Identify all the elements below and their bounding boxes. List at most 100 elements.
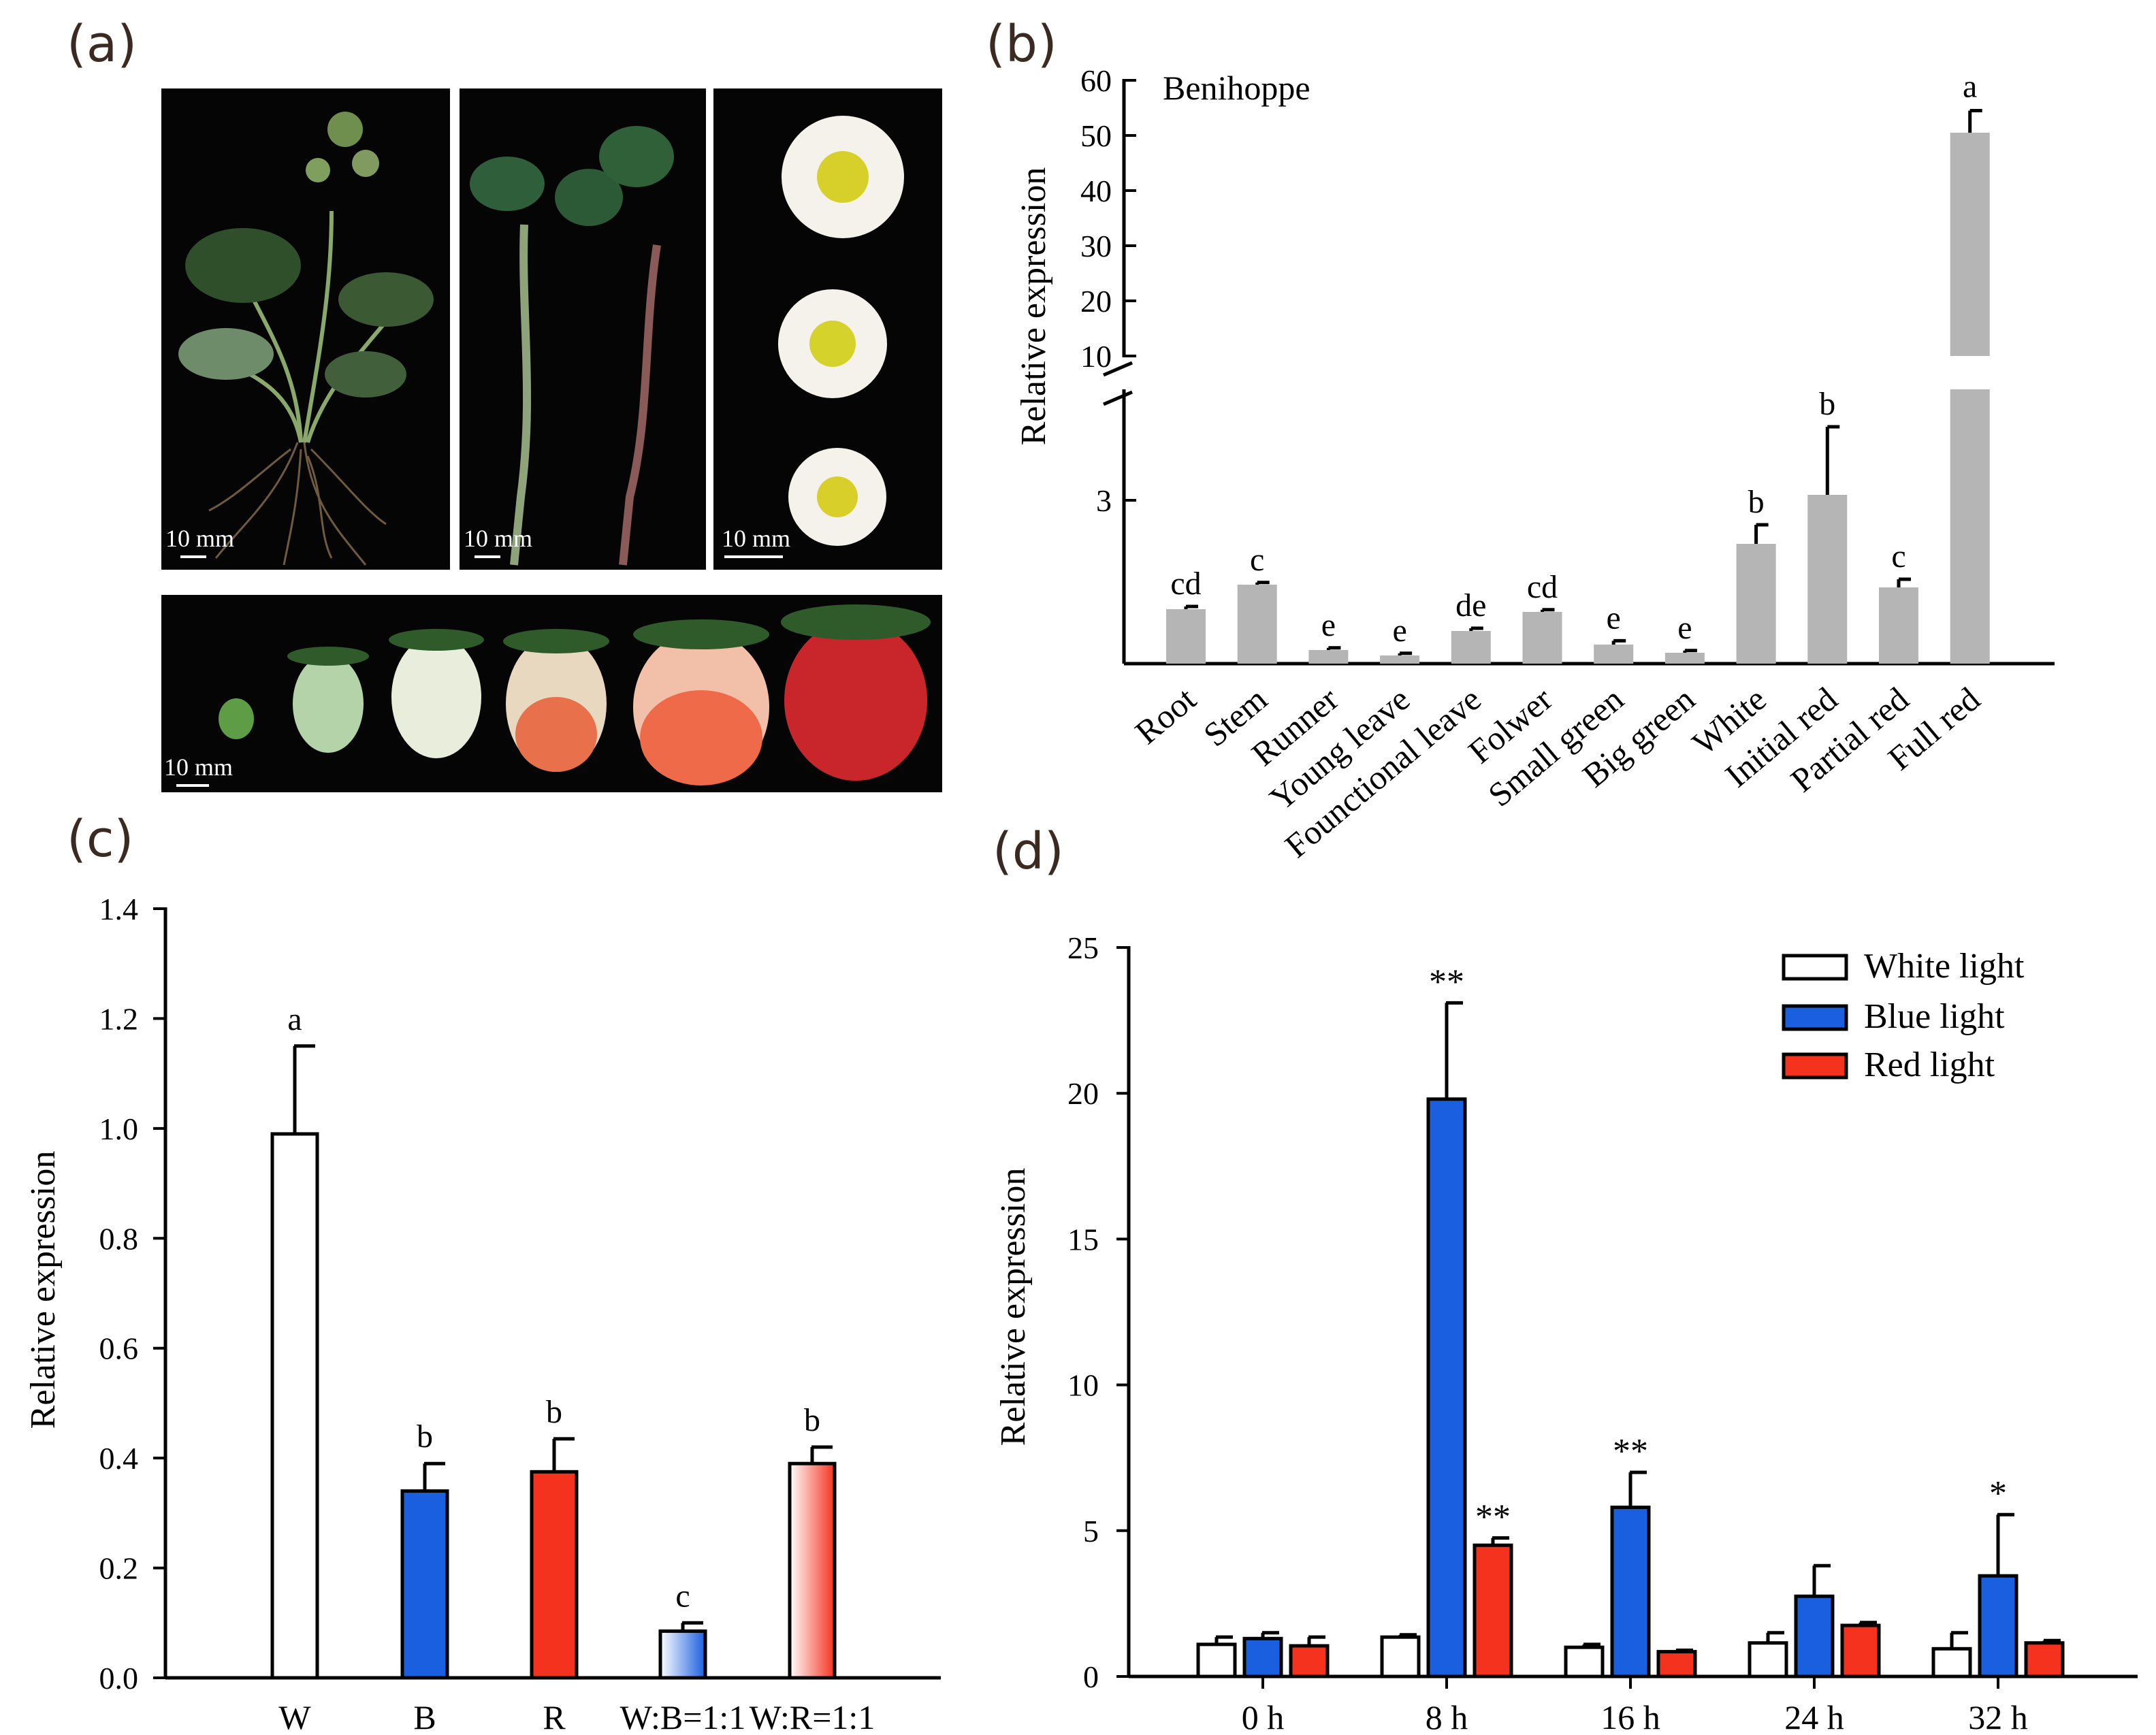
bar [1242,1636,1283,1679]
x-tick-label: 24 h [1784,1698,1844,1735]
y-tick-label: 25 [1067,930,1099,965]
y-axis-label: Relative expression [24,1151,63,1429]
bar [1237,585,1277,664]
scale-label: 10 mm [464,525,533,552]
significance-label: b [546,1394,562,1430]
bar [1978,1574,2018,1679]
axis-break-mark [1103,361,1133,377]
bar [1380,655,1420,664]
y-tick-label: 0.2 [99,1551,139,1586]
legend-label: Red light [1864,1045,1995,1084]
legend-swatch [1782,1052,1848,1080]
significance-label: b [1748,484,1765,520]
y-tick-label: 3 [1096,483,1112,518]
bar [1748,1641,1788,1679]
bar [1426,1097,1467,1679]
x-tick-label: B [413,1698,436,1735]
significance-label: b [417,1418,433,1455]
x-tick-label: W [278,1698,311,1735]
chart-b: 10 20 30 40 50 60 3 Relative expression Benihopp… [1014,63,2055,865]
bar [1794,1594,1835,1679]
y-tick-label: 0.0 [99,1661,139,1696]
y-axis-label: Relative expression [1014,167,1053,446]
y-tick-label: 5 [1083,1514,1099,1548]
bar [1522,612,1562,664]
scale-bar [474,555,500,558]
significance-label: cd [1170,566,1201,602]
y-tick-label: 1.0 [99,1112,139,1146]
significance-label: a [287,1001,302,1037]
fruit-stages-photo: 10 mm [161,595,942,792]
x-tick-label: 8 h [1426,1698,1468,1735]
significance-label: cd [1527,569,1558,605]
bar [1289,1644,1330,1679]
y-tick-label: 30 [1080,229,1112,263]
y-tick-label: 0.4 [99,1441,139,1476]
strawberry-flower-icon [778,116,904,546]
strawberry-runner-icon [470,126,674,566]
legend-swatch [1782,1004,1848,1031]
y-tick-label: 10 [1080,339,1112,374]
significance-label: e [1321,607,1336,643]
x-tick-label: 0 h [1242,1698,1285,1735]
bar [1950,132,1990,356]
bar [1610,1506,1651,1679]
bar [1451,631,1491,664]
x-tick-label: R [543,1698,566,1735]
x-tick-label: W:B=1:1 [620,1698,746,1735]
significance-label: ** [1613,1432,1648,1471]
y-tick-label: 0 [1083,1659,1099,1694]
bar [1840,1623,1881,1679]
scale-bar [180,555,206,558]
scale-bar [176,784,209,787]
bar [1807,495,1848,664]
bar [1473,1543,1513,1679]
legend-swatch [1782,954,1848,981]
x-tick-label: 16 h [1600,1698,1660,1735]
y-tick-label: 0.8 [99,1221,139,1256]
bar [1656,1650,1697,1679]
panel-label-c: (c) [67,810,134,869]
y-tick-label: 1.4 [99,892,139,926]
bar [530,1470,579,1680]
y-tick-label: 1.2 [99,1001,139,1036]
y-axis-label: Relative expression [994,1168,1033,1446]
legend-label: White light [1864,947,2025,986]
strawberry-fruit-icon [219,604,931,785]
y-tick-label: 20 [1067,1076,1099,1111]
strawberry-plant-icon [178,112,434,566]
scale-label: 10 mm [165,525,235,552]
bar [400,1489,449,1680]
significance-label: b [804,1402,820,1438]
y-tick-label: 20 [1080,284,1112,319]
y-tick-label: 60 [1080,63,1112,98]
whole-plant-photo: 10 mm [161,88,450,570]
significance-label: a [1963,69,1977,105]
bar [1664,653,1705,664]
significance-label: ** [1429,962,1464,1001]
bar [1950,389,1990,664]
bar [1166,609,1206,664]
bar [1594,645,1634,664]
significance-label: * [1989,1474,2007,1513]
significance-label: e [1392,613,1406,649]
legend-label: Blue light [1864,997,2005,1036]
bar [1196,1642,1237,1679]
y-tick-label: 15 [1067,1222,1099,1256]
x-tick-label: 32 h [1968,1698,2028,1735]
y-tick-label: 50 [1080,118,1112,153]
bar [1564,1645,1605,1679]
bar [1736,544,1776,664]
significance-label: c [675,1578,690,1614]
chart-annotation: Benihoppe [1163,69,1310,107]
significance-label: ** [1475,1498,1511,1537]
significance-label: c [1891,538,1905,574]
bar [2024,1641,2065,1679]
y-tick-label: 10 [1067,1368,1099,1403]
y-tick-label: 40 [1080,174,1112,208]
scale-label: 10 mm [722,525,791,552]
scale-label: 10 mm [164,753,234,781]
axis-break-mark [1103,390,1133,406]
